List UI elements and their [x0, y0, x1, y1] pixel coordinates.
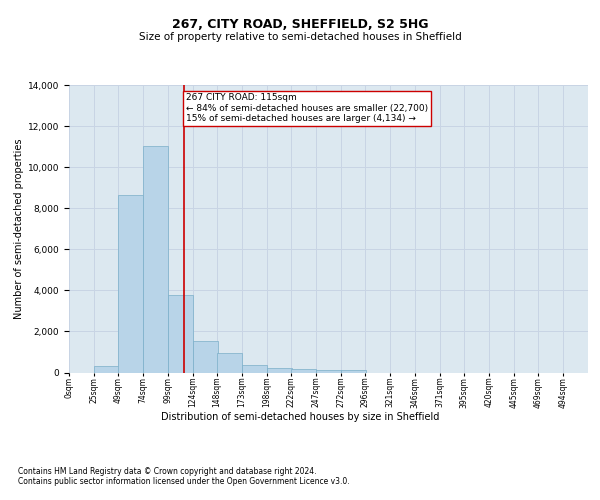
- Text: Contains public sector information licensed under the Open Government Licence v3: Contains public sector information licen…: [18, 478, 350, 486]
- Text: Contains HM Land Registry data © Crown copyright and database right 2024.: Contains HM Land Registry data © Crown c…: [18, 468, 317, 476]
- Bar: [118, 195, 143, 372]
- Text: 267 CITY ROAD: 115sqm
← 84% of semi-detached houses are smaller (22,700)
15% of : 267 CITY ROAD: 115sqm ← 84% of semi-deta…: [186, 93, 428, 123]
- Bar: [168, 296, 193, 372]
- Bar: [217, 353, 242, 372]
- Bar: [94, 366, 119, 372]
- Bar: [291, 370, 316, 372]
- Bar: [193, 340, 218, 372]
- Text: Distribution of semi-detached houses by size in Sheffield: Distribution of semi-detached houses by …: [161, 412, 439, 422]
- Bar: [316, 370, 341, 372]
- Bar: [341, 370, 366, 372]
- Bar: [267, 368, 292, 372]
- Bar: [143, 146, 168, 372]
- Text: 267, CITY ROAD, SHEFFIELD, S2 5HG: 267, CITY ROAD, SHEFFIELD, S2 5HG: [172, 18, 428, 30]
- Y-axis label: Number of semi-detached properties: Number of semi-detached properties: [14, 138, 23, 319]
- Text: Size of property relative to semi-detached houses in Sheffield: Size of property relative to semi-detach…: [139, 32, 461, 42]
- Bar: [242, 366, 267, 372]
